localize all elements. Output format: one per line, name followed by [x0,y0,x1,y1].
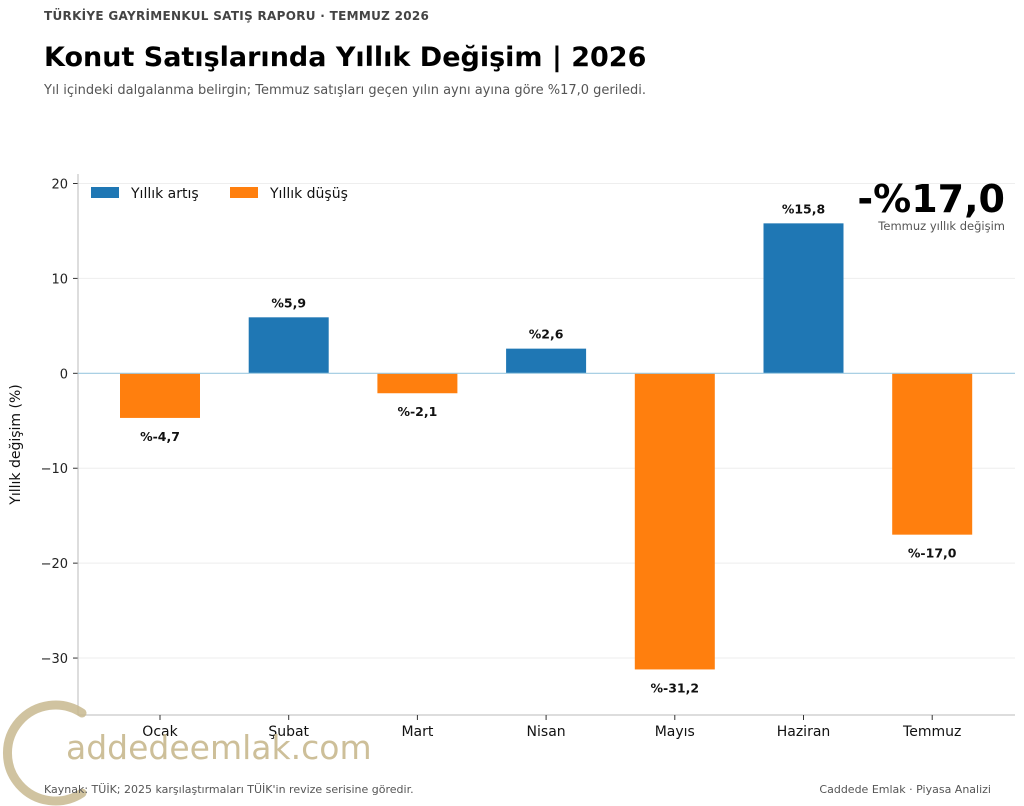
y-axis-label: Yıllık değişim (%) [8,384,24,505]
x-tick-label: Mart [401,724,433,740]
y-tick-label: 0 [60,367,68,382]
data-label: %2,6 [529,327,564,342]
bar [120,373,200,418]
y-tick-label: 10 [51,272,68,287]
legend-label: Yıllık artış [130,186,199,202]
y-tick-label: −30 [41,652,68,667]
y-tick-label: −20 [41,557,68,572]
bar [763,223,844,374]
y-tick-label: 20 [51,177,68,192]
bar [506,348,587,374]
x-tick-label: Nisan [527,724,566,740]
y-tick-label: −10 [41,462,68,477]
chart-subtitle: Yıl içindeki dalgalanma belirgin; Temmuz… [44,83,646,98]
data-label: %15,8 [782,201,825,216]
chart-title: Konut Satışlarında Yıllık Değişim | 2026 [44,42,647,73]
data-label: %5,9 [271,295,306,310]
bar [377,373,458,394]
legend-swatch [91,187,119,198]
data-label: %-17,0 [908,546,957,561]
kpi-value: -%17,0 [857,177,1005,221]
legend-label: Yıllık düşüş [269,186,348,202]
site-logo: addedeemlak.com [2,700,372,806]
bar [892,373,973,535]
x-tick-label: Mayıs [655,724,695,740]
data-label: %-2,1 [397,404,437,419]
kpi-label: Temmuz yıllık değişim [878,219,1005,233]
report-kicker: TÜRKİYE GAYRİMENKUL SATIŞ RAPORU · TEMMU… [44,9,430,23]
data-label: %-4,7 [140,429,180,444]
x-tick-label: Şubat [268,724,309,740]
data-label: %-31,2 [651,680,700,695]
logo-text: addedeemlak.com [66,728,372,767]
x-tick-label: Haziran [777,724,831,740]
x-tick-label: Temmuz [902,724,961,740]
x-tick-label: Ocak [142,724,178,740]
source-note: Kaynak: TÜİK; 2025 karşılaştırmaları TÜİ… [44,783,414,796]
bar [634,373,715,670]
credit-note: Caddede Emlak · Piyasa Analizi [819,783,991,796]
legend-swatch [230,187,258,198]
bar [248,317,329,374]
